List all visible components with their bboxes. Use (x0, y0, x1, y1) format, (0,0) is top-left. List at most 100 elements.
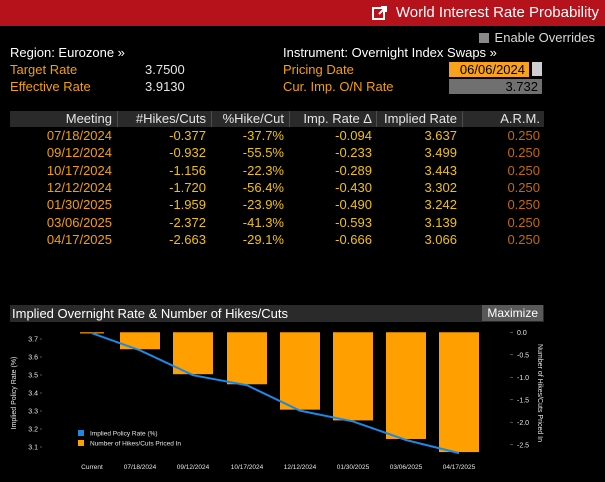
imp-rate-delta-value: -0.430 (335, 179, 372, 195)
table-header: Meeting #Hikes/Cuts %Hike/Cut Imp. Rate … (10, 111, 544, 127)
meeting-date: 12/12/2024 (46, 179, 112, 195)
y2-tick-label: 0.0 (517, 330, 527, 337)
legend-label: Implied Policy Rate (%) (90, 431, 158, 438)
arm-value: 0.250 (507, 128, 540, 143)
y-tick-label: 3.4 (28, 391, 38, 398)
hikes-cuts-value: -1.720 (169, 179, 206, 195)
arm-value: 0.250 (507, 145, 540, 161)
pct-hike-cut-value: -29.1% (242, 231, 284, 247)
effective-rate-value: 3.9130 (145, 79, 185, 94)
cur-imp-rate-field[interactable]: 3.732 (449, 79, 542, 94)
y-tick-label: 3.2 (28, 427, 38, 434)
implied-rate-value: 3.139 (424, 214, 457, 230)
implied-rate-value: 3.302 (424, 179, 457, 195)
y-tick-label: 3.5 (28, 373, 38, 380)
meeting-date: 04/17/2025 (46, 231, 112, 247)
table-row[interactable]: 12/12/2024 -1.720 -56.4% -0.430 3.302 0.250 (10, 180, 544, 197)
external-link-icon[interactable] (371, 5, 388, 21)
enable-overrides-toggle[interactable]: Enable Overrides (478, 30, 595, 45)
arm-value: 0.250 (507, 162, 540, 178)
x-tick-label: 10/17/2024 (231, 464, 264, 471)
col-pct-hike-cut[interactable]: %Hike/Cut (222, 111, 284, 126)
col-imp-rate-delta[interactable]: Imp. Rate Δ (303, 111, 372, 126)
hikes-cuts-value: -0.932 (169, 145, 206, 161)
col-arm[interactable]: A.R.M. (500, 111, 540, 126)
target-rate-value: 3.7500 (145, 62, 185, 77)
app-title: World Interest Rate Probability (395, 4, 599, 21)
legend-label: Number of Hikes/Cuts Priced In (90, 441, 181, 448)
col-divider (289, 111, 290, 127)
bar (333, 332, 373, 421)
implied-rate-value: 3.066 (424, 231, 457, 247)
col-divider (376, 111, 377, 127)
y-axis-label: Implied Policy Rate (%) (11, 357, 18, 430)
imp-rate-delta-value: -0.094 (335, 128, 372, 143)
target-rate-label: Target Rate (10, 62, 78, 77)
table-row[interactable]: 09/12/2024 -0.932 -55.5% -0.233 3.499 0.250 (10, 145, 544, 162)
y-tick-label: 3.1 (28, 445, 38, 452)
meeting-date: 07/18/2024 (46, 128, 112, 143)
y2-tick-label: -1.0 (517, 375, 529, 382)
col-implied-rate[interactable]: Implied Rate (384, 111, 457, 126)
chart-panel-title: Implied Overnight Rate & Number of Hikes… (12, 306, 288, 321)
y-tick-label: 3.6 (28, 355, 38, 362)
pct-hike-cut-value: -55.5% (242, 145, 284, 161)
imp-rate-delta-value: -0.666 (335, 231, 372, 247)
col-divider (211, 111, 212, 127)
y-tick-label: 3.7 (28, 337, 38, 344)
x-tick-label: 01/30/2025 (337, 464, 370, 471)
bar (80, 332, 104, 334)
arm-value: 0.250 (507, 179, 540, 195)
x-tick-label: Current (81, 464, 103, 471)
imp-rate-delta-value: -0.490 (335, 197, 372, 213)
pct-hike-cut-value: -22.3% (242, 162, 284, 178)
implied-rate-value: 3.637 (424, 128, 457, 143)
y2-tick-label: -2.5 (517, 442, 529, 449)
bar (173, 332, 213, 375)
table-row[interactable]: 01/30/2025 -1.959 -23.9% -0.490 3.242 0.250 (10, 197, 544, 214)
arm-value: 0.250 (507, 197, 540, 213)
calendar-icon[interactable] (532, 62, 542, 76)
bar (439, 332, 479, 453)
chart-panel-header: Implied Overnight Rate & Number of Hikes… (10, 305, 544, 322)
x-tick-label: 07/18/2024 (124, 464, 157, 471)
y2-tick-label: -2.0 (517, 420, 529, 427)
title-bar: World Interest Rate Probability (0, 0, 605, 26)
enable-overrides-label: Enable Overrides (494, 30, 595, 45)
table-row[interactable]: 07/18/2024 -0.377 -37.7% -0.094 3.637 0.250 (10, 128, 544, 145)
rate-chart: 3.1 3.2 3.3 3.4 3.5 3.6 3.7 0.0 -0.5 -1.0 -1.5 -2.0… (11, 330, 543, 471)
meeting-date: 03/06/2025 (46, 214, 112, 230)
x-tick-label: 09/12/2024 (177, 464, 210, 471)
col-divider (462, 111, 463, 127)
table-row[interactable]: 04/17/2025 -2.663 -29.1% -0.666 3.066 0.250 (10, 232, 544, 249)
imp-rate-delta-value: -0.289 (335, 162, 372, 178)
region-selector[interactable]: Region: Eurozone » (10, 45, 125, 60)
x-tick-label: 04/17/2025 (443, 464, 476, 471)
table-row[interactable]: 03/06/2025 -2.372 -41.3% -0.593 3.139 0.250 (10, 215, 544, 232)
pct-hike-cut-value: -41.3% (242, 214, 284, 230)
meeting-date: 10/17/2024 (46, 162, 112, 178)
hikes-cuts-value: -2.372 (169, 214, 206, 230)
maximize-button[interactable]: Maximize (482, 305, 543, 321)
bar (280, 332, 320, 410)
col-divider (117, 111, 118, 127)
arm-value: 0.250 (507, 214, 540, 230)
pricing-date-label: Pricing Date (283, 62, 354, 77)
hikes-cuts-value: -1.156 (169, 162, 206, 178)
rate-line (91, 332, 460, 455)
title-wrap: World Interest Rate Probability (371, 4, 599, 21)
overrides-checkbox[interactable] (478, 32, 489, 43)
col-meeting[interactable]: Meeting (65, 111, 112, 126)
instrument-selector[interactable]: Instrument: Overnight Index Swaps » (283, 45, 497, 60)
pricing-date-input[interactable]: 06/06/2024 (449, 62, 529, 77)
col-hikes-cuts[interactable]: #Hikes/Cuts (135, 111, 206, 126)
hikes-cuts-value: -0.377 (169, 128, 206, 143)
arm-value: 0.250 (507, 231, 540, 247)
meeting-date: 01/30/2025 (46, 197, 112, 213)
table-row[interactable]: 10/17/2024 -1.156 -22.3% -0.289 3.443 0.250 (10, 163, 544, 180)
pct-hike-cut-value: -23.9% (242, 197, 284, 213)
y2-axis-label: Number of Hikes/Cuts Priced In (536, 344, 543, 442)
imp-rate-delta-value: -0.233 (335, 145, 372, 161)
implied-rate-value: 3.242 (424, 197, 457, 213)
pct-hike-cut-value: -37.7% (242, 128, 284, 143)
